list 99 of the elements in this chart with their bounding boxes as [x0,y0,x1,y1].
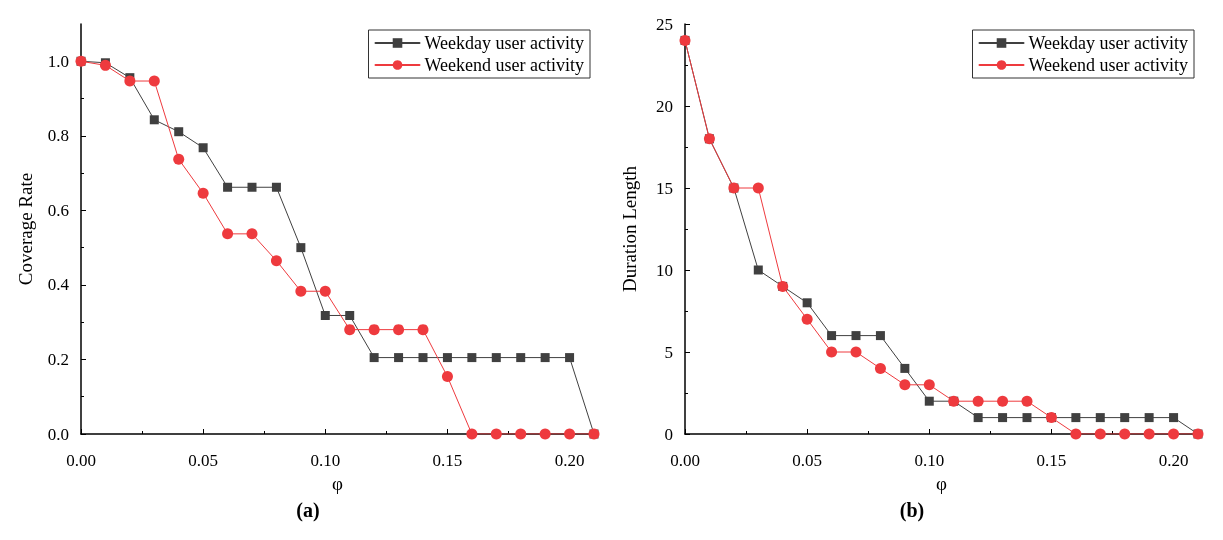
point [345,310,355,320]
point [1094,428,1106,440]
point [442,353,452,363]
point [247,182,257,192]
point [417,324,429,336]
point [826,346,838,358]
point [296,243,306,253]
point [148,75,160,87]
point [1021,395,1033,407]
x-axis-title: φ [936,472,948,494]
point [515,428,527,440]
y-tick-label: 0.6 [47,200,69,220]
point [173,153,185,165]
x-tick-label: 0.05 [792,451,823,470]
point [320,310,330,320]
x-tick-label: 0.10 [310,451,341,470]
point [369,353,379,363]
legend-label: Weekday user activity [1028,33,1189,53]
point [270,255,282,267]
point [1120,413,1130,423]
point [344,324,356,336]
point [271,182,281,192]
point [393,324,405,336]
x-tick-label: 0.05 [188,451,219,470]
legend-label: Weekend user activity [1028,55,1189,75]
text: (b) [899,499,925,522]
point [899,379,911,391]
point [295,285,307,297]
point [753,265,763,275]
point [394,353,404,363]
point [752,182,764,194]
point [1071,413,1081,423]
point [418,353,428,363]
x-tick-label: 0.20 [1158,451,1189,470]
point [1168,428,1180,440]
y-tick-label: 20 [656,96,673,116]
point [997,395,1009,407]
point [1169,413,1179,423]
point [467,353,477,363]
point [802,298,812,308]
y-tick-label: 5 [664,342,673,362]
x-tick-label: 0.00 [66,451,96,470]
point [197,187,209,199]
point [149,115,159,125]
legend-label: Weekday user activity [424,33,585,53]
text: (a) [296,499,320,522]
point [851,331,861,341]
point [174,127,184,137]
point [540,353,550,363]
point [923,379,935,391]
y-tick-label: 25 [656,14,673,34]
point [1144,413,1154,423]
y-tick-label: 15 [656,178,673,198]
point [223,182,233,192]
point [875,331,885,341]
x-tick-label: 0.15 [432,451,463,470]
point [1143,428,1155,440]
point [539,428,551,440]
x-axis-title: φ [332,472,344,494]
point [924,396,934,406]
point [124,75,136,87]
point [466,428,478,440]
point [1022,413,1032,423]
point [973,413,983,423]
point [900,363,910,373]
point [972,395,984,407]
y-axis-title: Duration Length [619,165,640,293]
point [998,413,1008,423]
point [516,353,526,363]
y-tick-label: 0.0 [47,424,69,444]
point [222,228,234,240]
point [319,285,331,297]
point [1119,428,1131,440]
point [827,331,837,341]
point [1095,413,1105,423]
point [565,353,575,363]
legend-label: Weekend user activity [424,55,585,75]
point [198,143,208,153]
y-tick-label: 0 [664,424,673,444]
y-tick-label: 0.2 [47,349,69,369]
y-tick-label: 10 [656,260,673,280]
point [564,428,576,440]
point [368,324,380,336]
point [850,346,862,358]
y-tick-label: 0.8 [47,126,69,146]
y-tick-label: 1.0 [47,51,69,71]
point [491,353,501,363]
x-tick-label: 0.20 [554,451,585,470]
x-tick-label: 0.10 [914,451,945,470]
point [246,228,258,240]
x-tick-label: 0.15 [1036,451,1067,470]
point [1070,428,1082,440]
point [801,313,813,325]
y-axis-title: Coverage Rate [15,172,36,286]
point [874,362,886,374]
y-tick-label: 0.4 [47,275,70,295]
point [441,371,453,383]
x-tick-label: 0.00 [670,451,700,470]
point [490,428,502,440]
